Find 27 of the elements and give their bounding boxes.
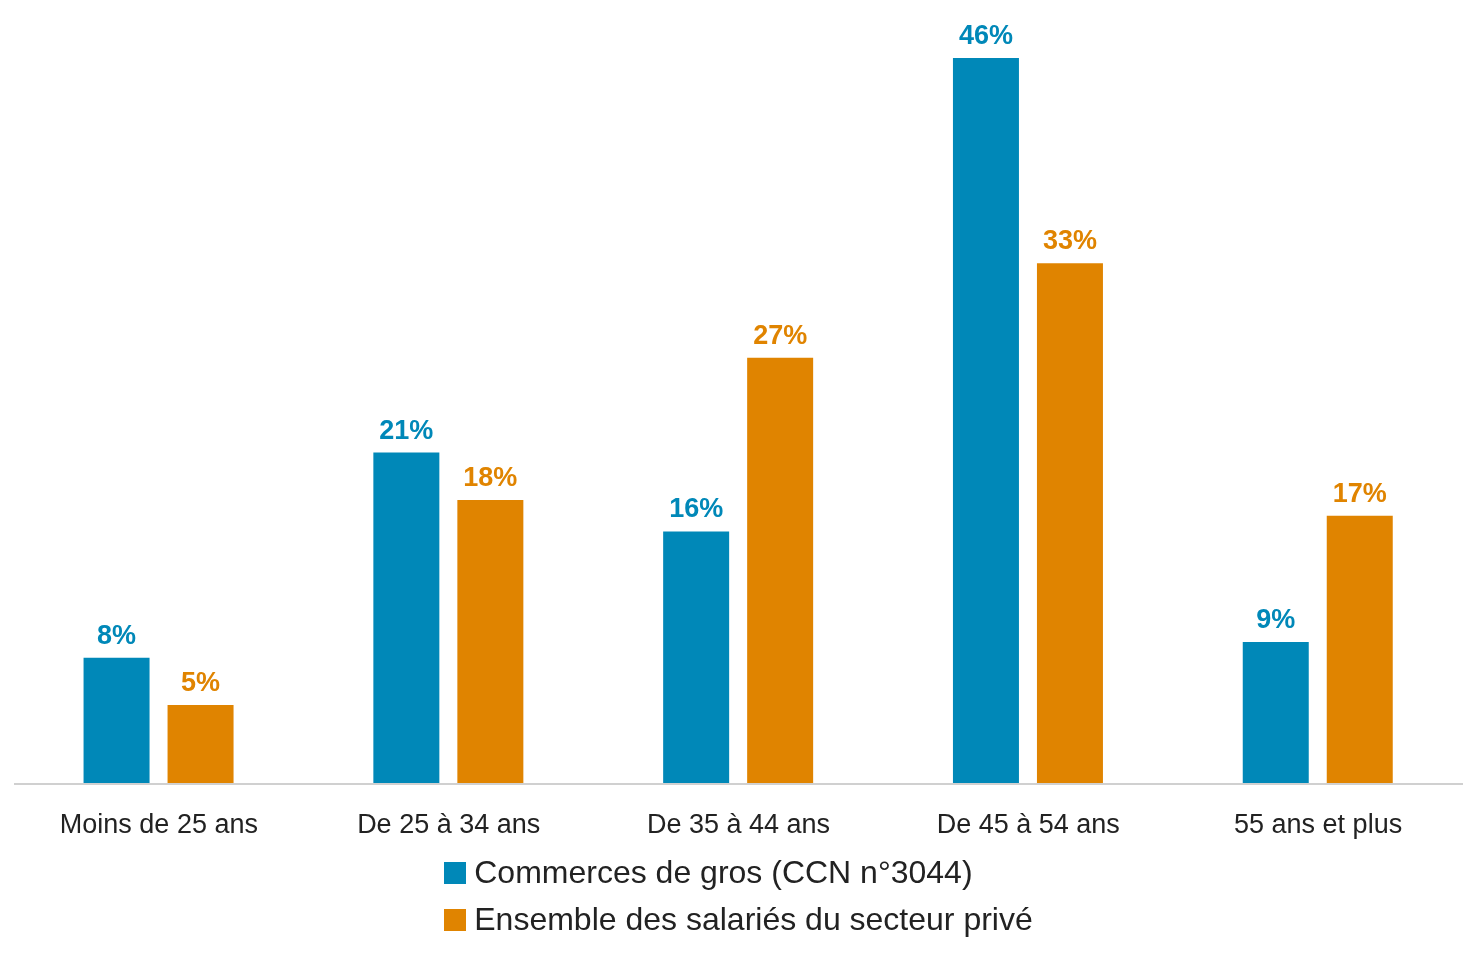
- data-label: 21%: [379, 414, 434, 445]
- data-label: 8%: [97, 619, 137, 650]
- bar: [1036, 263, 1103, 784]
- bar: [167, 705, 234, 784]
- data-label: 27%: [753, 319, 808, 350]
- bar: [1242, 641, 1309, 784]
- bar: [663, 531, 730, 784]
- x-tick-label: Moins de 25 ans: [59, 809, 258, 840]
- data-label: 5%: [181, 667, 221, 698]
- x-tick-label: De 25 à 34 ans: [357, 809, 541, 840]
- legend-label: Commerces de gros (CCN n°3044): [474, 854, 973, 891]
- bar: [747, 357, 814, 784]
- data-label: 16%: [669, 493, 724, 524]
- data-label: 18%: [463, 461, 518, 492]
- data-label: 9%: [1256, 603, 1296, 634]
- bar: [1326, 515, 1393, 784]
- bar: [952, 58, 1019, 784]
- data-label: 46%: [958, 20, 1013, 50]
- data-label: 33%: [1042, 225, 1097, 256]
- x-tick-label: De 35 à 44 ans: [646, 809, 831, 840]
- bar: [83, 657, 150, 784]
- legend-label: Ensemble des salariés du secteur privé: [474, 901, 1033, 938]
- bar: [457, 499, 524, 784]
- x-tick-label: 55 ans et plus: [1234, 809, 1403, 840]
- x-tick-label: De 45 à 54 ans: [936, 809, 1120, 840]
- bar: [373, 452, 440, 784]
- data-label: 17%: [1332, 477, 1387, 508]
